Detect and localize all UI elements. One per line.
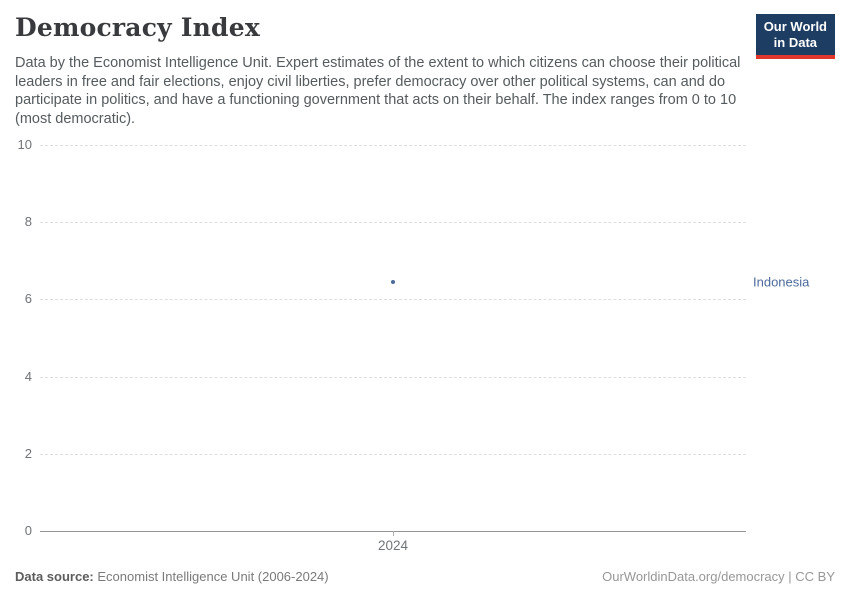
gridline (40, 222, 746, 224)
gridline (40, 376, 746, 378)
data-source: Data source: Economist Intelligence Unit… (15, 569, 329, 584)
entity-label[interactable]: Indonesia (753, 274, 810, 290)
chart-footer: Data source: Economist Intelligence Unit… (15, 569, 835, 584)
y-tick-label: 10 (17, 137, 32, 152)
gridline (40, 453, 746, 455)
y-tick-label: 0 (24, 523, 32, 538)
owid-logo-line2: in Data (773, 35, 818, 50)
plot-area: 0 2 4 6 8 10 2024 Indonesia (18, 138, 810, 554)
chart-subtitle: Data by the Economist Intelligence Unit.… (15, 55, 741, 127)
page-title: Democracy Index (15, 13, 260, 42)
gridline (40, 145, 746, 146)
owid-logo-line1: Our World (763, 19, 827, 34)
data-source-label: Data source: (15, 569, 94, 584)
owid-logo[interactable]: Our World in Data (755, 14, 835, 59)
gridline (40, 299, 746, 301)
y-tick-label: 6 (24, 291, 32, 307)
y-tick-label: 4 (24, 368, 32, 384)
x-tick-mark (393, 531, 394, 536)
data-source-value: Economist Intelligence Unit (2006-2024) (97, 569, 329, 584)
data-point[interactable] (391, 280, 395, 285)
attribution-link[interactable]: OurWorldinData.org/democracy | CC BY (602, 569, 835, 584)
x-tick-label: 2024 (377, 538, 409, 553)
y-tick-label: 2 (24, 445, 32, 461)
y-tick-label: 8 (24, 214, 32, 230)
